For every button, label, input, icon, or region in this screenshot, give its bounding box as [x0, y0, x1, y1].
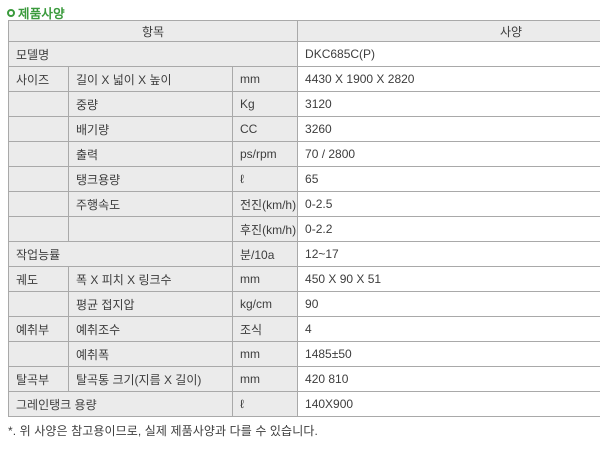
spec-item-cell: 탱크용량	[68, 166, 233, 192]
table-row: 예취부 예취조수 조식 4	[8, 316, 600, 342]
table-row: 후진(km/h) 0-2.2	[8, 216, 600, 242]
spec-category-cell: 탈곡부	[8, 366, 69, 392]
spec-category-cell	[8, 191, 69, 217]
spec-item-cell: 주행속도	[68, 191, 233, 217]
spec-category-cell	[8, 91, 69, 117]
spec-value-cell: 0-2.5	[297, 191, 600, 217]
spec-category-cell	[8, 291, 69, 317]
spec-value-cell: 3120	[297, 91, 600, 117]
spec-value-cell: 4430 X 1900 X 2820	[297, 66, 600, 92]
spec-item-cell: 출력	[68, 141, 233, 167]
spec-item-cell: 중량	[68, 91, 233, 117]
table-row: 평균 접지압 kg/cm 90	[8, 291, 600, 317]
table-row: 사이즈 길이 X 넓이 X 높이 mm 4430 X 1900 X 2820	[8, 66, 600, 92]
spec-value-cell: 1485±50	[297, 341, 600, 367]
spec-item-cell	[68, 216, 233, 242]
spec-value-cell: 3260	[297, 116, 600, 142]
spec-unit-cell: 분/10a	[231, 241, 299, 267]
table-row: 배기량 CC 3260	[8, 116, 600, 142]
spec-category-cell: 궤도	[8, 266, 69, 292]
table-row: 예취폭 mm 1485±50	[8, 341, 600, 367]
table-row-model: 모델명 DKC685C(P)	[7, 41, 600, 67]
table-row: 출력 ps/rpm 70 / 2800	[8, 141, 600, 167]
spec-item-cell: 탈곡통 크기(지름 X 길이)	[68, 366, 233, 392]
page-title-text: 제품사양	[18, 7, 65, 21]
footnote-text: *. 위 사양은 참고용이므로, 실제 제품사양과 다를 수 있습니다.	[8, 424, 318, 438]
table-row: 탈곡부 탈곡통 크기(지름 X 길이) mm 420 810	[8, 366, 600, 392]
spec-value-cell: 420 810	[297, 366, 600, 392]
table-row: 그레인탱크 용량 ℓ 140X900	[8, 391, 600, 417]
spec-category-cell: 예취부	[8, 316, 69, 342]
spec-item-cell: 평균 접지압	[68, 291, 233, 317]
spec-value-cell: 90	[297, 291, 600, 317]
spec-category-cell	[8, 141, 69, 167]
spec-category-cell	[8, 166, 69, 192]
spec-category-cell: 작업능률	[8, 241, 233, 267]
spec-category-cell: 모델명	[7, 41, 299, 67]
spec-item-cell: 길이 X 넓이 X 높이	[68, 66, 233, 92]
spec-unit-cell: mm	[231, 366, 299, 392]
spec-value-cell: 0-2.2	[297, 216, 600, 242]
spec-item-cell: 배기량	[68, 116, 233, 142]
spec-unit-cell: CC	[231, 116, 299, 142]
bullet-circle-icon	[7, 8, 15, 17]
spec-value-cell: DKC685C(P)	[297, 41, 600, 67]
spec-item-cell: 폭 X 피치 X 링크수	[68, 266, 233, 292]
spec-value-cell: 450 X 90 X 51	[297, 266, 600, 292]
page-title: 제품사양	[7, 3, 65, 22]
spec-category-cell	[8, 116, 69, 142]
spec-category-cell	[8, 341, 69, 367]
spec-value-cell: 12~17	[297, 241, 600, 267]
header-item-cell: 항목	[7, 20, 299, 42]
spec-category-cell: 사이즈	[8, 66, 69, 92]
spec-unit-cell: ℓ	[231, 391, 299, 417]
spec-category-cell: 그레인탱크 용량	[8, 391, 233, 417]
table-row: 주행속도 전진(km/h) 0-2.5	[8, 191, 600, 217]
spec-item-cell: 예취조수	[68, 316, 233, 342]
spec-value-cell: 70 / 2800	[297, 141, 600, 167]
spec-unit-cell: 조식	[231, 316, 299, 342]
spec-value-cell: 140X900	[297, 391, 600, 417]
table-row: 중량 Kg 3120	[8, 91, 600, 117]
spec-unit-cell: mm	[231, 266, 299, 292]
table-row: 궤도 폭 X 피치 X 링크수 mm 450 X 90 X 51	[8, 266, 600, 292]
table-header-row: 항목 사양	[7, 20, 600, 42]
spec-value-cell: 65	[297, 166, 600, 192]
spec-unit-cell: 후진(km/h)	[231, 216, 299, 242]
spec-unit-cell: kg/cm	[231, 291, 299, 317]
spec-unit-cell: ps/rpm	[231, 141, 299, 167]
table-row: 작업능률 분/10a 12~17	[8, 241, 600, 267]
spec-unit-cell: mm	[231, 341, 299, 367]
spec-category-cell	[8, 216, 69, 242]
spec-value-cell: 4	[297, 316, 600, 342]
spec-table: 항목 사양 모델명 DKC685C(P) 사이즈 길이 X 넓이 X 높이 mm…	[7, 20, 600, 417]
spec-unit-cell: ℓ	[231, 166, 299, 192]
spec-unit-cell: 전진(km/h)	[231, 191, 299, 217]
table-row: 탱크용량 ℓ 65	[8, 166, 600, 192]
spec-unit-cell: Kg	[231, 91, 299, 117]
spec-unit-cell: mm	[231, 66, 299, 92]
spec-item-cell: 예취폭	[68, 341, 233, 367]
header-spec-cell: 사양	[297, 20, 600, 42]
